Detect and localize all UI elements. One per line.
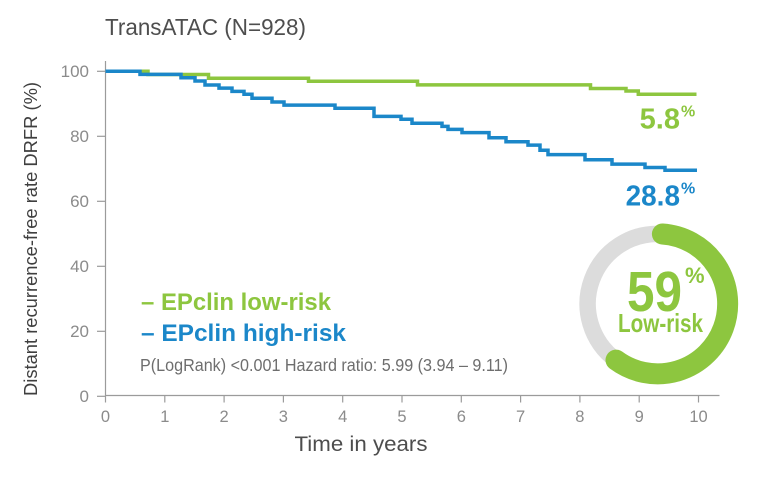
svg-text:80: 80 <box>70 127 89 146</box>
svg-text:Time in years: Time in years <box>295 432 428 456</box>
svg-text:P(LogRank) <0.001 Hazard ratio: P(LogRank) <0.001 Hazard ratio: 5.99 (3.… <box>140 355 508 375</box>
svg-text:60: 60 <box>70 192 89 211</box>
svg-text:– EPclin low-risk: – EPclin low-risk <box>141 289 332 316</box>
svg-text:0: 0 <box>80 387 89 406</box>
svg-text:– EPclin high-risk: – EPclin high-risk <box>141 320 347 347</box>
svg-text:28.8: 28.8 <box>626 181 680 213</box>
svg-text:5.8: 5.8 <box>640 104 680 136</box>
svg-text:4: 4 <box>338 408 347 426</box>
svg-text:Low-risk: Low-risk <box>618 308 703 338</box>
svg-text:%: % <box>685 263 705 288</box>
svg-text:59: 59 <box>627 260 682 324</box>
svg-text:100: 100 <box>61 62 89 81</box>
svg-text:20: 20 <box>70 322 89 341</box>
svg-text:2: 2 <box>220 408 229 426</box>
svg-text:10: 10 <box>689 408 707 426</box>
svg-text:9: 9 <box>635 408 644 426</box>
svg-text:TransATAC (N=928): TransATAC (N=928) <box>105 14 306 40</box>
svg-text:1: 1 <box>160 408 169 426</box>
svg-text:5: 5 <box>397 408 406 426</box>
svg-text:40: 40 <box>70 257 89 276</box>
svg-text:3: 3 <box>279 408 288 426</box>
svg-text:8: 8 <box>575 408 584 426</box>
svg-text:6: 6 <box>457 408 466 426</box>
svg-text:0: 0 <box>101 408 110 426</box>
svg-text:%: % <box>681 181 695 198</box>
svg-text:Distant recurrence-free rate D: Distant recurrence-free rate DRFR (%) <box>20 82 41 396</box>
svg-text:%: % <box>681 104 695 121</box>
svg-text:7: 7 <box>516 408 525 426</box>
